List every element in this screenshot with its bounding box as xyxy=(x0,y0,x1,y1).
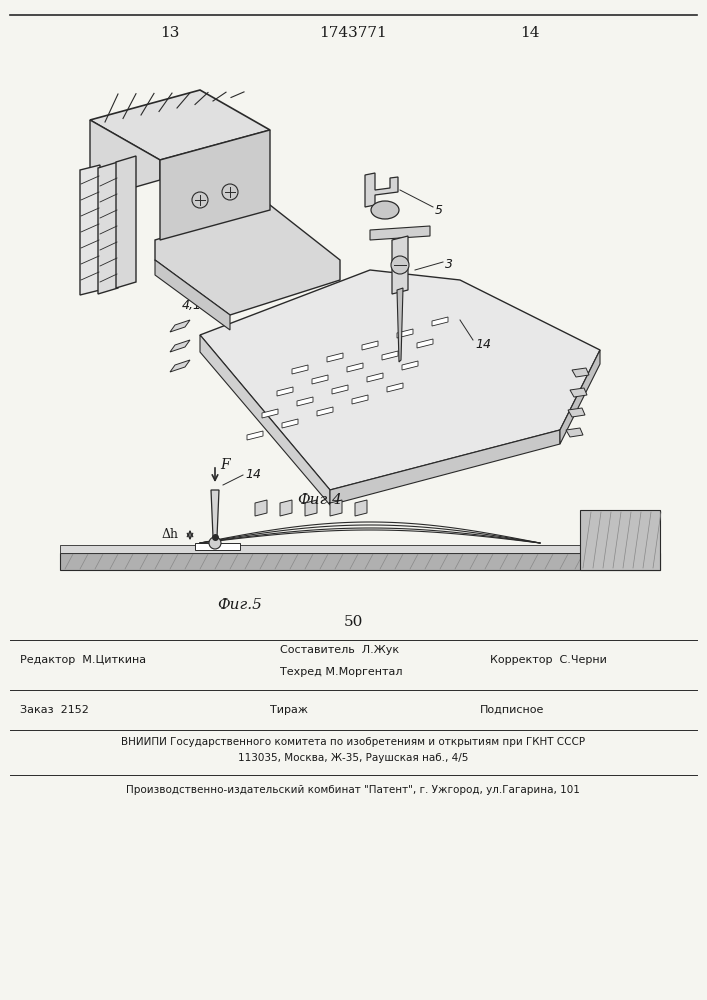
Text: 4,13: 4,13 xyxy=(182,298,210,312)
Polygon shape xyxy=(255,500,267,516)
Text: 50: 50 xyxy=(344,615,363,629)
Polygon shape xyxy=(382,351,398,360)
Text: 13: 13 xyxy=(160,26,180,40)
Polygon shape xyxy=(262,409,278,418)
Polygon shape xyxy=(277,387,293,396)
Text: 14: 14 xyxy=(245,468,261,482)
Text: Корректор  С.Черни: Корректор С.Черни xyxy=(490,655,607,665)
Text: 14: 14 xyxy=(475,338,491,352)
Circle shape xyxy=(209,537,221,549)
Text: 3: 3 xyxy=(445,258,453,271)
Text: 5: 5 xyxy=(435,204,443,217)
Text: F: F xyxy=(220,458,230,472)
Text: Производственно-издательский комбинат "Патент", г. Ужгород, ул.Гагарина, 101: Производственно-издательский комбинат "П… xyxy=(126,785,580,795)
Polygon shape xyxy=(352,395,368,404)
Text: 113035, Москва, Ж-35, Раушская наб., 4/5: 113035, Москва, Ж-35, Раушская наб., 4/5 xyxy=(238,753,468,763)
Polygon shape xyxy=(200,335,330,505)
Text: Редактор  М.Циткина: Редактор М.Циткина xyxy=(20,655,146,665)
Polygon shape xyxy=(347,363,363,372)
Polygon shape xyxy=(155,260,230,330)
Ellipse shape xyxy=(371,201,399,219)
Polygon shape xyxy=(312,375,328,384)
Circle shape xyxy=(192,192,208,208)
Polygon shape xyxy=(332,385,348,394)
Polygon shape xyxy=(160,130,270,240)
Polygon shape xyxy=(365,173,398,207)
Polygon shape xyxy=(580,510,660,570)
Polygon shape xyxy=(572,368,589,377)
Polygon shape xyxy=(305,500,317,516)
Polygon shape xyxy=(387,383,403,392)
Polygon shape xyxy=(402,361,418,370)
Polygon shape xyxy=(432,317,448,326)
Polygon shape xyxy=(211,490,219,537)
Polygon shape xyxy=(60,553,660,570)
Polygon shape xyxy=(116,156,136,288)
Polygon shape xyxy=(392,236,408,294)
Polygon shape xyxy=(362,341,378,350)
Circle shape xyxy=(391,256,409,274)
Text: 14: 14 xyxy=(520,26,539,40)
Polygon shape xyxy=(195,543,240,550)
Polygon shape xyxy=(282,419,298,428)
Polygon shape xyxy=(317,407,333,416)
Polygon shape xyxy=(330,500,342,516)
Polygon shape xyxy=(155,205,340,315)
Polygon shape xyxy=(297,397,313,406)
Polygon shape xyxy=(417,339,433,348)
Text: Подписное: Подписное xyxy=(480,705,544,715)
Polygon shape xyxy=(170,340,190,352)
Polygon shape xyxy=(330,430,560,505)
Polygon shape xyxy=(90,120,160,200)
Polygon shape xyxy=(570,388,587,397)
Text: Техред М.Моргентал: Техред М.Моргентал xyxy=(280,667,402,677)
Polygon shape xyxy=(292,365,308,374)
Text: Фиг.4: Фиг.4 xyxy=(298,493,342,507)
Text: 1743771: 1743771 xyxy=(319,26,387,40)
Polygon shape xyxy=(80,165,100,295)
Circle shape xyxy=(222,184,238,200)
Polygon shape xyxy=(568,408,585,417)
Polygon shape xyxy=(397,288,403,362)
Polygon shape xyxy=(170,320,190,332)
Polygon shape xyxy=(355,500,367,516)
Polygon shape xyxy=(170,360,190,372)
Polygon shape xyxy=(367,373,383,382)
Text: Составитель  Л.Жук: Составитель Л.Жук xyxy=(280,645,399,655)
Polygon shape xyxy=(280,500,292,516)
Text: ВНИИПИ Государственного комитета по изобретениям и открытиям при ГКНТ СССР: ВНИИПИ Государственного комитета по изоб… xyxy=(121,737,585,747)
Text: Δh: Δh xyxy=(161,528,178,542)
Polygon shape xyxy=(60,545,660,553)
Polygon shape xyxy=(560,350,600,444)
Polygon shape xyxy=(247,431,263,440)
Polygon shape xyxy=(370,226,430,240)
Polygon shape xyxy=(397,329,413,338)
Polygon shape xyxy=(327,353,343,362)
Polygon shape xyxy=(98,162,118,294)
Polygon shape xyxy=(90,90,270,160)
Polygon shape xyxy=(566,428,583,437)
Text: Фиг.5: Фиг.5 xyxy=(218,598,262,612)
Polygon shape xyxy=(200,270,600,490)
Text: Тираж: Тираж xyxy=(270,705,308,715)
Text: Заказ  2152: Заказ 2152 xyxy=(20,705,89,715)
